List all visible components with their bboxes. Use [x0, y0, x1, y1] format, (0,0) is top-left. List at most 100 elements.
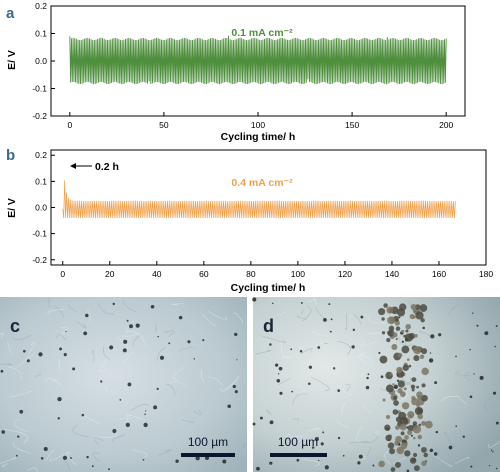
surface-particle — [168, 342, 171, 345]
surface-texture — [233, 312, 244, 324]
surface-texture — [132, 335, 140, 347]
surface-particle — [187, 340, 191, 344]
surface-particle — [438, 333, 442, 337]
surface-particle — [178, 315, 183, 320]
deposit-particle — [412, 421, 418, 426]
surface-particle — [23, 349, 26, 353]
panel-b-current-label: 0.4 mA cm⁻² — [231, 177, 293, 189]
x-tick-label: 0 — [67, 120, 72, 130]
surface-texture — [54, 305, 64, 318]
surface-texture — [454, 371, 472, 377]
y-tick-label: -0.1 — [32, 84, 47, 94]
deposit-particle — [400, 431, 405, 436]
surface-particle — [479, 375, 484, 380]
deposit-particle — [389, 373, 393, 376]
surface-particle — [367, 373, 370, 376]
surface-particle — [15, 454, 18, 457]
deposit-particle — [407, 429, 413, 436]
surface-particle — [234, 332, 238, 337]
surface-particle — [112, 429, 117, 434]
surface-particle — [277, 373, 280, 375]
surface-particle — [157, 335, 159, 338]
surface-particle — [62, 455, 68, 460]
surface-texture — [34, 372, 41, 377]
deposit-particle — [412, 457, 416, 462]
deposit-particle — [378, 308, 386, 316]
surface-particle — [271, 302, 274, 305]
panel-d-scale-bar — [270, 453, 327, 457]
surface-texture — [11, 390, 32, 398]
deposit-particle — [404, 435, 409, 440]
deposit-particle — [385, 414, 391, 420]
surface-particle — [490, 449, 493, 452]
deposit-particle — [388, 325, 395, 332]
surface-particle — [308, 382, 311, 386]
surface-particle — [428, 358, 434, 363]
deposit-particle — [396, 446, 405, 455]
surface-texture — [255, 350, 272, 355]
surface-particle — [357, 461, 361, 465]
surface-particle — [330, 318, 333, 321]
surface-texture — [291, 418, 299, 422]
deposit-particle — [415, 311, 424, 320]
surface-particle — [40, 456, 44, 460]
surface-texture — [484, 396, 493, 411]
surface-texture — [362, 403, 372, 414]
surface-texture — [103, 346, 111, 360]
surface-texture — [208, 376, 223, 386]
surface-texture — [12, 442, 31, 454]
surface-texture — [393, 455, 411, 465]
deposit-particle — [413, 452, 418, 458]
surface-particle — [337, 389, 341, 392]
deposit-particle — [404, 333, 414, 342]
x-tick-label: 100 — [291, 269, 305, 279]
surface-texture — [336, 420, 350, 428]
surface-particle — [378, 351, 381, 355]
surface-particle — [352, 328, 356, 332]
surface-particle — [269, 461, 273, 465]
surface-particle — [484, 331, 489, 336]
surface-texture — [316, 342, 329, 350]
surface-particle — [91, 465, 94, 468]
deposit-particle — [412, 425, 422, 434]
panel-a-chart: a E/ V -0.2 -0.1 0.0 0.1 0.2 0 50 100 150 200 0.… — [6, 1, 466, 143]
panel-a-current-label: 0.1 mA cm⁻² — [231, 27, 293, 39]
deposit-particle — [421, 446, 427, 453]
annotation-arrowhead-icon — [70, 163, 76, 169]
surface-particle — [269, 420, 274, 425]
surface-particle — [366, 376, 369, 380]
deposit-particle — [391, 343, 398, 350]
deposit-particle — [412, 309, 417, 313]
x-tick-label: 160 — [432, 269, 446, 279]
deposit-particle — [399, 423, 407, 431]
deposit-particle — [413, 345, 422, 355]
surface-texture — [4, 429, 28, 444]
surface-particle — [279, 391, 283, 395]
surface-particle — [380, 375, 384, 379]
surface-texture — [126, 414, 145, 421]
x-tick-label: 140 — [385, 269, 399, 279]
deposit-particle — [395, 338, 398, 341]
panel-c-letter: c — [10, 316, 20, 336]
surface-texture — [1, 463, 8, 467]
surface-particle — [360, 315, 364, 319]
surface-texture — [375, 430, 379, 436]
surface-particle — [122, 348, 127, 353]
panel-b-time-annotation: 0.2 h — [95, 161, 119, 173]
panel-c-image — [0, 297, 247, 472]
surface-particle — [0, 369, 4, 373]
series-line-b — [62, 180, 456, 218]
surface-texture — [118, 417, 129, 423]
deposit-particle — [396, 366, 403, 374]
surface-particle — [19, 409, 24, 414]
surface-texture — [456, 395, 468, 406]
surface-texture — [300, 348, 313, 355]
surface-particle — [227, 404, 231, 409]
surface-texture — [312, 330, 330, 337]
deposit-particle — [409, 313, 415, 320]
surface-particle — [448, 445, 453, 450]
deposit-particle — [408, 364, 412, 368]
deposit-particle — [384, 424, 391, 431]
y-tick-label: 0.0 — [35, 56, 47, 66]
surface-particle — [234, 390, 238, 394]
